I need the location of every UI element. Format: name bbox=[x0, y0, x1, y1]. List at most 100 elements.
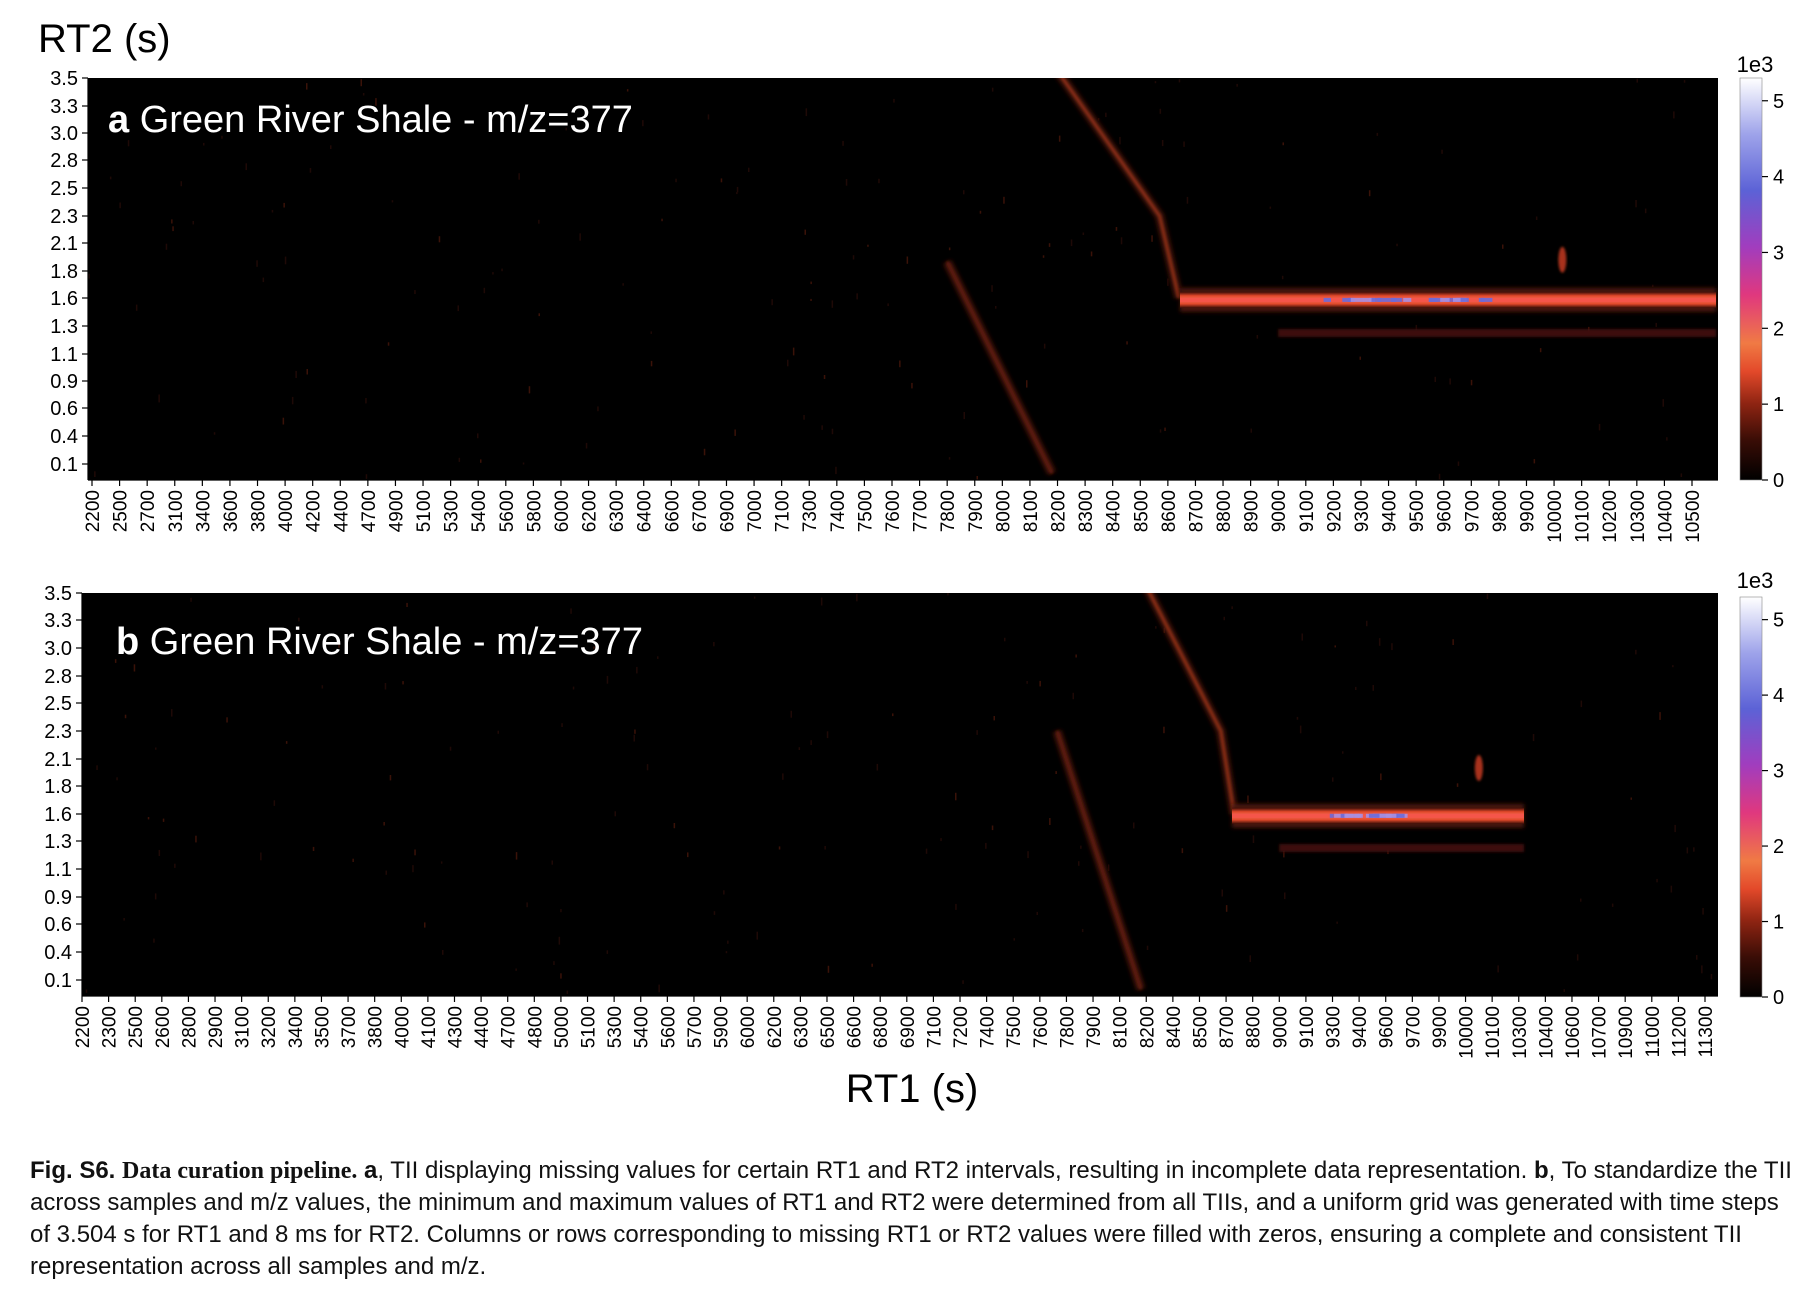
noise-speck bbox=[424, 922, 426, 928]
x-tick-label: 4000 bbox=[276, 490, 297, 532]
noise-speck bbox=[1702, 908, 1704, 915]
noise-speck bbox=[203, 142, 205, 146]
x-tick-label: 5600 bbox=[497, 490, 518, 532]
noise-speck bbox=[867, 244, 869, 247]
main-band-peak bbox=[1453, 297, 1467, 302]
noise-speck bbox=[1683, 80, 1686, 83]
noise-speck bbox=[820, 597, 823, 606]
main-band-peak bbox=[1392, 813, 1405, 818]
noise-speck bbox=[1598, 423, 1601, 431]
noise-speck bbox=[133, 664, 136, 672]
panel-title: b Green River Shale - m/z=377 bbox=[116, 621, 643, 663]
x-tick-label: 7700 bbox=[911, 490, 932, 532]
y-tick-label: 3.5 bbox=[50, 68, 78, 90]
noise-speck bbox=[338, 641, 340, 648]
noise-speck bbox=[526, 902, 528, 908]
noise-speck bbox=[365, 474, 368, 479]
noise-speck bbox=[1159, 429, 1162, 433]
noise-speck bbox=[260, 852, 262, 861]
panel-b: b Green River Shale - m/z=377 3.5 3.3 3.0 2.… bbox=[44, 568, 1784, 1059]
noise-speck bbox=[360, 79, 362, 87]
noise-speck bbox=[703, 448, 706, 456]
noise-speck bbox=[1003, 196, 1005, 204]
noise-speck bbox=[1042, 255, 1045, 258]
diagonal-artifact-upper bbox=[1148, 593, 1236, 815]
x-tick-label: 7500 bbox=[855, 490, 876, 532]
noise-speck bbox=[518, 173, 520, 180]
noise-speck bbox=[1332, 777, 1334, 782]
noise-speck bbox=[1075, 654, 1077, 658]
noise-speck bbox=[438, 236, 441, 243]
noise-speck bbox=[282, 417, 285, 425]
noise-speck bbox=[1155, 626, 1157, 629]
y-tick-label: 0.6 bbox=[44, 914, 72, 936]
x-tick-label: 3800 bbox=[249, 490, 270, 532]
x-tick-label: 9900 bbox=[1517, 490, 1538, 532]
x-tick-label: 8700 bbox=[1186, 490, 1207, 532]
x-tick-label: 7800 bbox=[938, 490, 959, 532]
x-tick-label: 8600 bbox=[1159, 490, 1180, 532]
noise-speck bbox=[383, 822, 385, 826]
noise-speck bbox=[1696, 955, 1698, 960]
secondary-band bbox=[1278, 329, 1716, 337]
panel-title: a Green River Shale - m/z=377 bbox=[108, 99, 633, 141]
x-tick-label: 4900 bbox=[386, 490, 407, 532]
noise-speck bbox=[1115, 227, 1118, 231]
x-tick-label: 10000 bbox=[1545, 490, 1566, 543]
colorbar-tick-label: 2 bbox=[1773, 836, 1784, 858]
noise-speck bbox=[94, 471, 96, 477]
x-tick-label: 8500 bbox=[1131, 490, 1152, 532]
x-tick-label: 9300 bbox=[1324, 1006, 1345, 1048]
x-tick-label: 5300 bbox=[605, 1006, 626, 1048]
y-tick-label: 1.1 bbox=[50, 344, 78, 366]
noise-speck bbox=[748, 167, 750, 172]
y-tick-label: 0.6 bbox=[50, 398, 78, 420]
x-tick-label: 7000 bbox=[745, 490, 766, 532]
main-band-peak bbox=[1340, 813, 1346, 818]
x-tick-label: 4400 bbox=[331, 490, 352, 532]
noise-speck bbox=[713, 911, 716, 915]
heatmap-background bbox=[82, 593, 1718, 996]
noise-speck bbox=[560, 973, 562, 979]
noise-speck bbox=[391, 200, 394, 203]
noise-speck bbox=[1686, 847, 1689, 854]
x-tick-label: 6600 bbox=[845, 1006, 866, 1048]
x-tick-label: 9100 bbox=[1297, 1006, 1318, 1048]
noise-speck bbox=[566, 990, 569, 994]
noise-speck bbox=[687, 852, 689, 858]
x-tick-label: 2800 bbox=[179, 1006, 200, 1048]
noise-speck bbox=[948, 457, 951, 460]
noise-speck bbox=[845, 179, 848, 186]
noise-speck bbox=[561, 723, 563, 727]
x-tick-label: 9600 bbox=[1377, 1006, 1398, 1048]
x-tick-label: 6200 bbox=[765, 1006, 786, 1048]
noise-speck bbox=[1710, 974, 1713, 980]
x-tick-label: 6300 bbox=[791, 1006, 812, 1048]
main-band-peak bbox=[1363, 297, 1372, 302]
noise-speck bbox=[1670, 885, 1673, 893]
noise-speck bbox=[483, 287, 486, 294]
noise-speck bbox=[1151, 235, 1153, 242]
colorbar-scale-label: 1e3 bbox=[1737, 568, 1774, 593]
noise-speck bbox=[165, 243, 168, 250]
figure-caption: Fig. S6. Data curation pipeline. a, TII … bbox=[30, 1155, 1800, 1283]
noise-speck bbox=[155, 747, 157, 750]
noise-speck bbox=[823, 375, 826, 379]
heatmap-features bbox=[88, 78, 1716, 480]
x-tick-label: 6500 bbox=[818, 1006, 839, 1048]
noise-speck bbox=[1563, 989, 1565, 992]
x-tick-label: 10300 bbox=[1510, 1006, 1531, 1059]
x-tick-label: 2700 bbox=[138, 490, 159, 532]
noise-speck bbox=[119, 202, 121, 209]
x-tick-label: 5000 bbox=[552, 1006, 573, 1048]
y-tick-label: 3.0 bbox=[44, 638, 72, 660]
noise-speck bbox=[1269, 206, 1272, 209]
noise-speck bbox=[1036, 911, 1038, 915]
x-tick-label: 10600 bbox=[1563, 1006, 1584, 1059]
noise-speck bbox=[1119, 136, 1121, 145]
y-tick-label: 2.5 bbox=[44, 693, 72, 715]
noise-speck bbox=[362, 93, 365, 96]
noise-speck bbox=[477, 433, 479, 439]
noise-speck bbox=[1486, 593, 1489, 599]
noise-speck bbox=[1048, 243, 1051, 247]
